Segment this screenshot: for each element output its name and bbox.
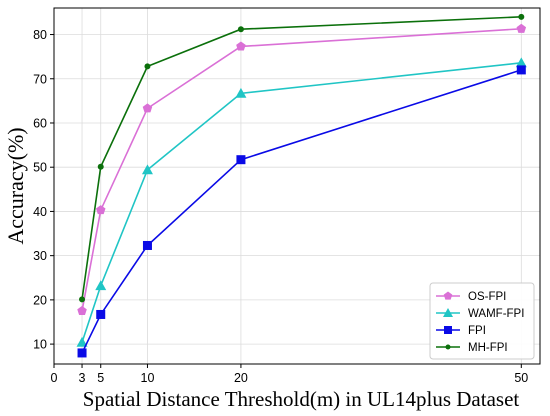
x-tick-label: 20: [234, 371, 248, 385]
plot-area: [53, 7, 541, 365]
legend-item: WAMF-FPI: [436, 308, 524, 320]
legend-item: MH-FPI: [436, 342, 508, 354]
x-tick-label: 10: [141, 371, 155, 385]
y-tick-label: 40: [33, 205, 47, 219]
legend-label: OS-FPI: [468, 291, 506, 303]
square-marker: [96, 309, 106, 319]
x-axis-title: Spatial Distance Threshold(m) in UL14plu…: [83, 387, 520, 411]
circle-marker: [518, 13, 525, 20]
x-tick-label: 0: [51, 371, 58, 385]
square-marker: [77, 348, 87, 358]
legend-item: OS-FPI: [436, 291, 506, 303]
square-marker: [236, 155, 246, 165]
legend-box: [429, 282, 535, 360]
series-mh-fpi: [79, 13, 525, 303]
triangle-marker: [443, 308, 453, 317]
y-axis-title: Accuracy(%): [3, 127, 28, 244]
legend-label: FPI: [468, 325, 486, 337]
legend-label: WAMF-FPI: [468, 308, 524, 320]
y-tick-label: 50: [33, 161, 47, 175]
legend-item: FPI: [436, 325, 486, 337]
x-tick-label: 5: [97, 371, 104, 385]
pentagon-marker: [77, 305, 87, 315]
axis-ticks: 0 3 5 10 20 50 10 20 30 40 50 60 70 80: [33, 28, 528, 385]
series-wamf-fpi: [76, 57, 527, 347]
pentagon-marker: [236, 41, 246, 51]
triangle-marker: [141, 164, 153, 175]
pentagon-marker: [443, 291, 453, 300]
triangle-marker: [235, 87, 247, 98]
triangle-marker: [95, 280, 107, 291]
triangle-marker: [76, 336, 88, 347]
series-lines: [76, 13, 527, 358]
x-tick-label: 50: [514, 371, 528, 385]
y-tick-label: 80: [33, 28, 47, 42]
y-tick-label: 20: [33, 293, 47, 307]
circle-marker: [79, 296, 86, 303]
circle-marker: [144, 63, 151, 70]
series-fpi: [77, 65, 526, 358]
series-os-fpi: [77, 23, 527, 315]
circle-marker: [237, 26, 244, 33]
pentagon-marker: [142, 103, 153, 113]
triangle-marker: [515, 57, 527, 68]
pentagon-marker: [95, 205, 106, 215]
circle-marker: [97, 163, 104, 170]
y-tick-label: 10: [33, 338, 47, 352]
y-tick-label: 30: [33, 249, 47, 263]
y-tick-label: 60: [33, 116, 47, 130]
square-marker: [444, 326, 452, 334]
series-line: [81, 16, 522, 300]
legend: OS-FPI WAMF-FPI FPI MH-FPI: [429, 282, 535, 360]
x-tick-label: 3: [79, 371, 86, 385]
circle-marker: [445, 344, 451, 350]
legend-label: MH-FPI: [468, 342, 508, 354]
pentagon-marker: [516, 23, 527, 33]
square-marker: [516, 65, 526, 75]
y-tick-label: 70: [33, 72, 47, 86]
square-marker: [142, 240, 152, 250]
